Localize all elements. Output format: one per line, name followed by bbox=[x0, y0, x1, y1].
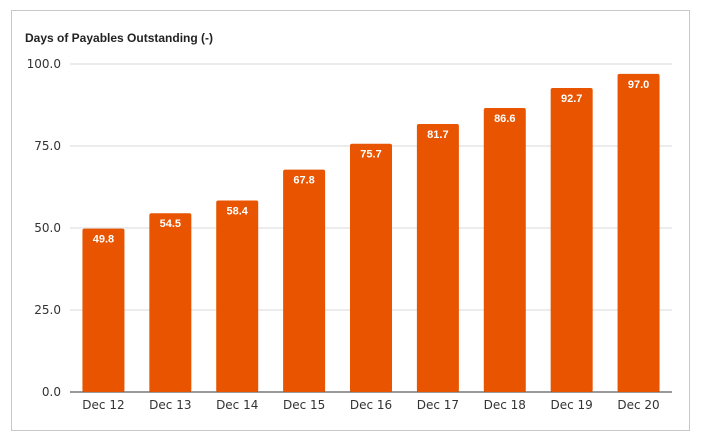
x-tick-label: Dec 13 bbox=[149, 398, 191, 412]
bar bbox=[350, 143, 392, 392]
x-tick-label: Dec 20 bbox=[617, 398, 659, 412]
y-tick-label: 0.0 bbox=[42, 385, 61, 399]
bar-value-label: 67.8 bbox=[293, 175, 314, 187]
bars: 49.8 54.5 58.4 67.8 75.7 81.7 86.6 92.7 97.0 bbox=[82, 73, 660, 393]
bar-value-label: 81.7 bbox=[427, 129, 448, 141]
x-tick-label: Dec 12 bbox=[82, 398, 124, 412]
bar-value-label: 97.0 bbox=[628, 79, 649, 91]
x-tick-label: Dec 19 bbox=[551, 398, 593, 412]
bar bbox=[416, 124, 459, 393]
bar bbox=[483, 107, 526, 393]
bar-value-label: 58.4 bbox=[227, 205, 249, 217]
x-tick-label: Dec 18 bbox=[484, 398, 526, 412]
y-axis-ticks: 0.0 25.0 50.0 75.0 100.0 bbox=[27, 57, 61, 399]
x-tick-label: Dec 14 bbox=[216, 398, 258, 412]
bar-value-label: 92.7 bbox=[561, 93, 582, 105]
y-tick-label: 50.0 bbox=[34, 221, 61, 235]
bar bbox=[283, 169, 326, 392]
y-tick-label: 75.0 bbox=[34, 139, 61, 153]
x-tick-label: Dec 16 bbox=[350, 398, 392, 412]
bar-value-label: 54.5 bbox=[160, 218, 181, 230]
bar bbox=[149, 213, 192, 392]
bar bbox=[82, 228, 125, 392]
bar-value-label: 86.6 bbox=[494, 113, 515, 125]
bar-value-label: 49.8 bbox=[93, 234, 114, 246]
y-tick-label: 100.0 bbox=[27, 57, 61, 71]
bar bbox=[550, 87, 593, 392]
x-tick-label: Dec 15 bbox=[283, 398, 325, 412]
x-axis-ticks: Dec 12 Dec 13 Dec 14 Dec 15 Dec 16 Dec 17 Dec … bbox=[82, 398, 659, 412]
bar-value-label: 75.7 bbox=[360, 149, 381, 161]
x-tick-label: Dec 17 bbox=[417, 398, 459, 412]
y-tick-label: 25.0 bbox=[34, 303, 61, 317]
bar bbox=[216, 200, 259, 392]
bar bbox=[617, 73, 660, 392]
chart-title: Days of Payables Outstanding (-) bbox=[25, 31, 214, 45]
